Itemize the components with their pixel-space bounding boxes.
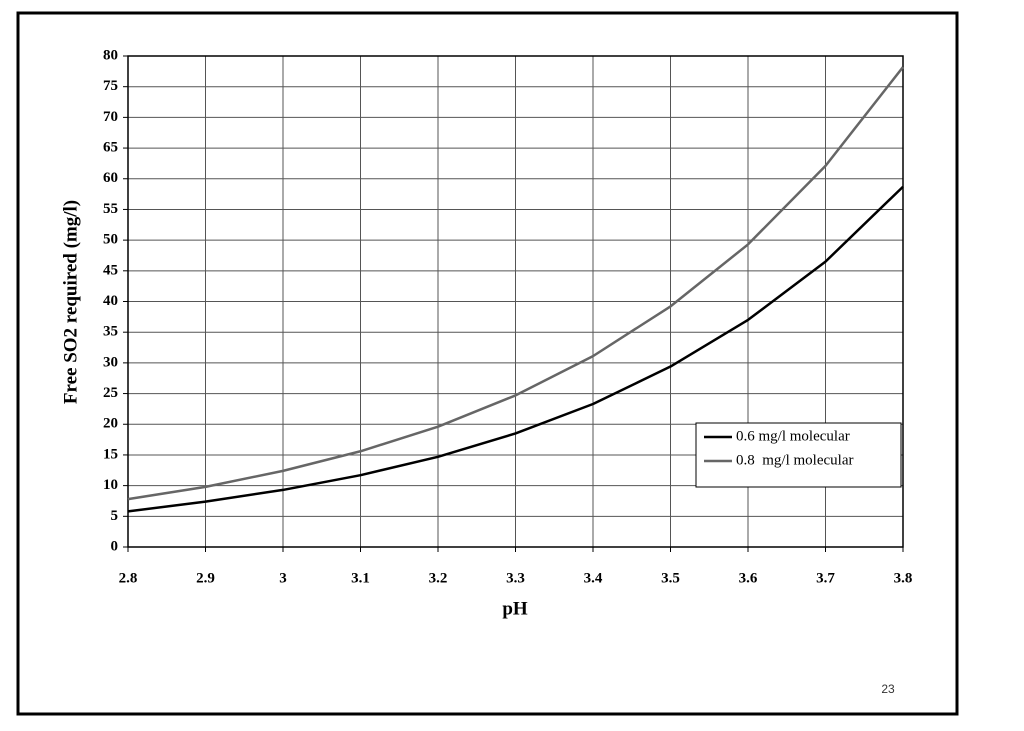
y-tick-label: 15	[103, 446, 118, 462]
x-tick-label: 3.6	[739, 570, 758, 586]
y-tick-label: 45	[103, 262, 118, 278]
x-tick-label: 3.1	[351, 570, 370, 586]
series-line	[127, 66, 904, 501]
x-tick-label: 3.7	[816, 570, 835, 586]
y-tick-label: 20	[103, 416, 118, 432]
x-tick-label: 2.8	[119, 570, 138, 586]
slide-border	[16, 11, 959, 716]
y-axis-label: Free SO2 required (mg/l)	[60, 200, 81, 404]
legend-box	[695, 422, 902, 488]
y-tick-label: 5	[111, 508, 119, 524]
y-tick-label: 70	[103, 109, 118, 125]
legend-label: 0.8 mg/l molecular	[736, 452, 853, 468]
slide-number: 23	[881, 682, 895, 696]
x-tick-label: 3.8	[894, 570, 913, 586]
y-tick-label: 30	[103, 354, 118, 370]
x-tick-label: 3.2	[429, 570, 448, 586]
plot-frame	[127, 55, 904, 548]
x-tick-label: 3.4	[584, 570, 603, 586]
y-tick-label: 55	[103, 201, 118, 217]
y-tick-label: 35	[103, 324, 118, 340]
y-tick-label: 40	[103, 293, 118, 309]
y-tick-label: 10	[103, 477, 118, 493]
y-tick-label: 50	[103, 232, 118, 248]
y-tick-label: 80	[103, 47, 118, 63]
x-tick-label: 2.9	[196, 570, 215, 586]
x-tick-label: 3.3	[506, 570, 525, 586]
y-tick-label: 0	[111, 538, 119, 554]
x-tick-label: 3.5	[661, 570, 680, 586]
series-line	[127, 185, 904, 513]
y-tick-label: 75	[103, 78, 118, 94]
y-tick-label: 65	[103, 140, 118, 156]
y-tick-label: 60	[103, 170, 118, 186]
legend-label: 0.6 mg/l molecular	[736, 428, 850, 444]
y-tick-label: 25	[103, 385, 118, 401]
x-tick-label: 3	[279, 570, 287, 586]
x-axis-label: pH	[502, 598, 528, 619]
